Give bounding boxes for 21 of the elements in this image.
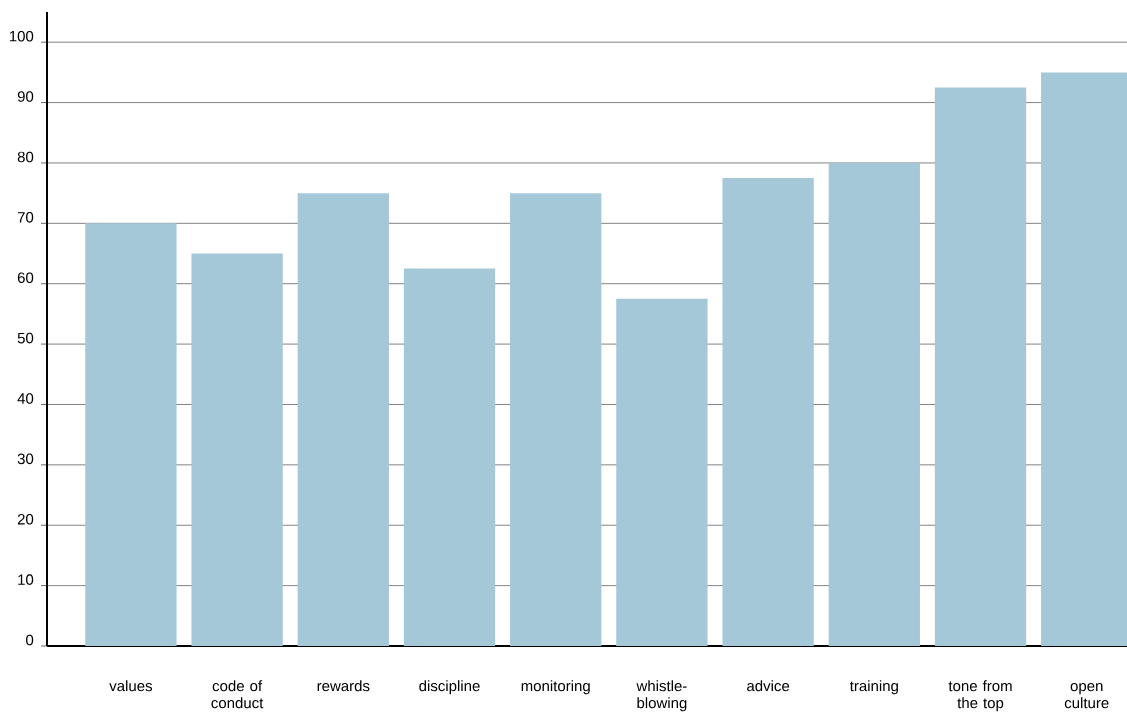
x-tick-label: training	[849, 680, 898, 695]
x-tick-label: discipline	[419, 680, 480, 695]
y-tick-label: 20	[17, 513, 34, 525]
y-tick-label: 0	[26, 634, 34, 646]
y-tick-label: 10	[18, 574, 34, 585]
x-tick-label: code of conduct	[211, 680, 264, 709]
x-tick-label: tone from the top	[948, 680, 1012, 712]
y-tick-label: 40	[17, 393, 34, 404]
y-tick-label: 50	[17, 332, 34, 344]
x-tick-label: open culture	[1064, 683, 1109, 709]
y-tick-label: 30	[17, 453, 34, 465]
x-tick-label: values	[109, 680, 153, 692]
x-tick-label: monitoring	[521, 680, 590, 695]
y-tick-label: 100	[9, 30, 34, 42]
y-tick-label: 60	[17, 272, 34, 284]
y-tick-label: 90	[17, 91, 34, 102]
x-tick-label: advice	[747, 680, 790, 692]
y-tick-label: 80	[17, 151, 34, 163]
y-tick-label: 70	[17, 212, 34, 223]
x-tick-label: rewards	[317, 680, 370, 692]
x-tick-label: whistle-blowing	[636, 680, 687, 712]
